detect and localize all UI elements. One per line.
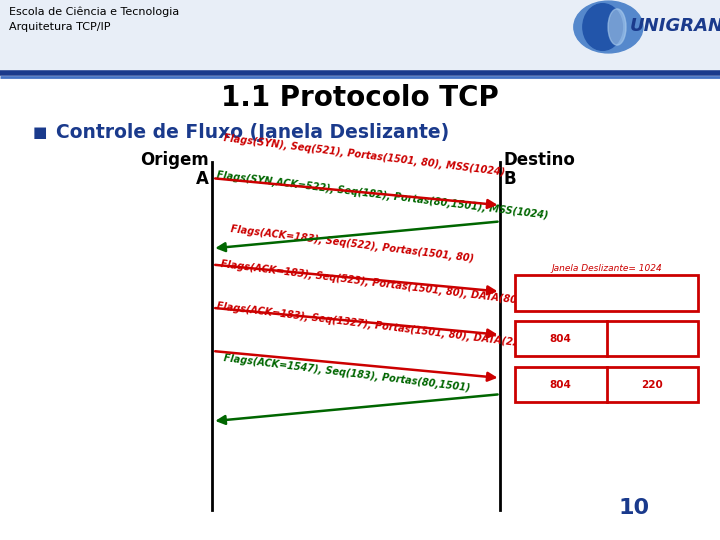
Text: A: A: [196, 170, 209, 187]
Text: 220: 220: [642, 380, 663, 390]
Text: Flags(SYN,ACK=522), Seq(182), Portas(80,1501), MSS(1024): Flags(SYN,ACK=522), Seq(182), Portas(80,…: [216, 170, 549, 220]
Text: 804: 804: [550, 334, 572, 344]
Ellipse shape: [608, 9, 626, 45]
Bar: [0, 0, 720, 73]
Text: UNIGRANRIO: UNIGRANRIO: [630, 17, 720, 35]
Text: Escola de Ciência e Tecnologia
Arquitetura TCP/IP: Escola de Ciência e Tecnologia Arquitetu…: [9, 6, 179, 32]
Ellipse shape: [583, 4, 622, 50]
Text: Destino: Destino: [504, 151, 576, 169]
Bar: [515, 367, 698, 402]
Text: B: B: [504, 170, 517, 187]
Text: Janela Deslizante= 1024: Janela Deslizante= 1024: [552, 264, 662, 273]
Text: Flags(ACK=1547), Seq(183), Portas(80,1501): Flags(ACK=1547), Seq(183), Portas(80,150…: [223, 353, 471, 393]
Text: ■: ■: [32, 125, 47, 140]
Text: Flags(ACK=183), Seq(523), Portas(1501, 80), DATA(804): Flags(ACK=183), Seq(523), Portas(1501, 8…: [220, 259, 528, 307]
Bar: [515, 275, 698, 310]
Text: Flags(ACK=183), Seq(1327), Portas(1501, 80), DATA(220): Flags(ACK=183), Seq(1327), Portas(1501, …: [216, 301, 531, 350]
Text: Flags(ACK=183), Seq(522), Portas(1501, 80): Flags(ACK=183), Seq(522), Portas(1501, 8…: [230, 224, 474, 264]
Bar: [515, 321, 698, 356]
Text: Flags(SYN), Seq(521), Portas(1501, 80), MSS(1024): Flags(SYN), Seq(521), Portas(1501, 80), …: [223, 133, 505, 177]
Text: 10: 10: [618, 498, 649, 518]
Text: 804: 804: [550, 380, 572, 390]
Circle shape: [574, 1, 643, 53]
Text: Controle de Fluxo (Janela Deslizante): Controle de Fluxo (Janela Deslizante): [56, 123, 449, 142]
Text: 1.1 Protocolo TCP: 1.1 Protocolo TCP: [221, 84, 499, 112]
Text: Origem: Origem: [140, 151, 209, 169]
